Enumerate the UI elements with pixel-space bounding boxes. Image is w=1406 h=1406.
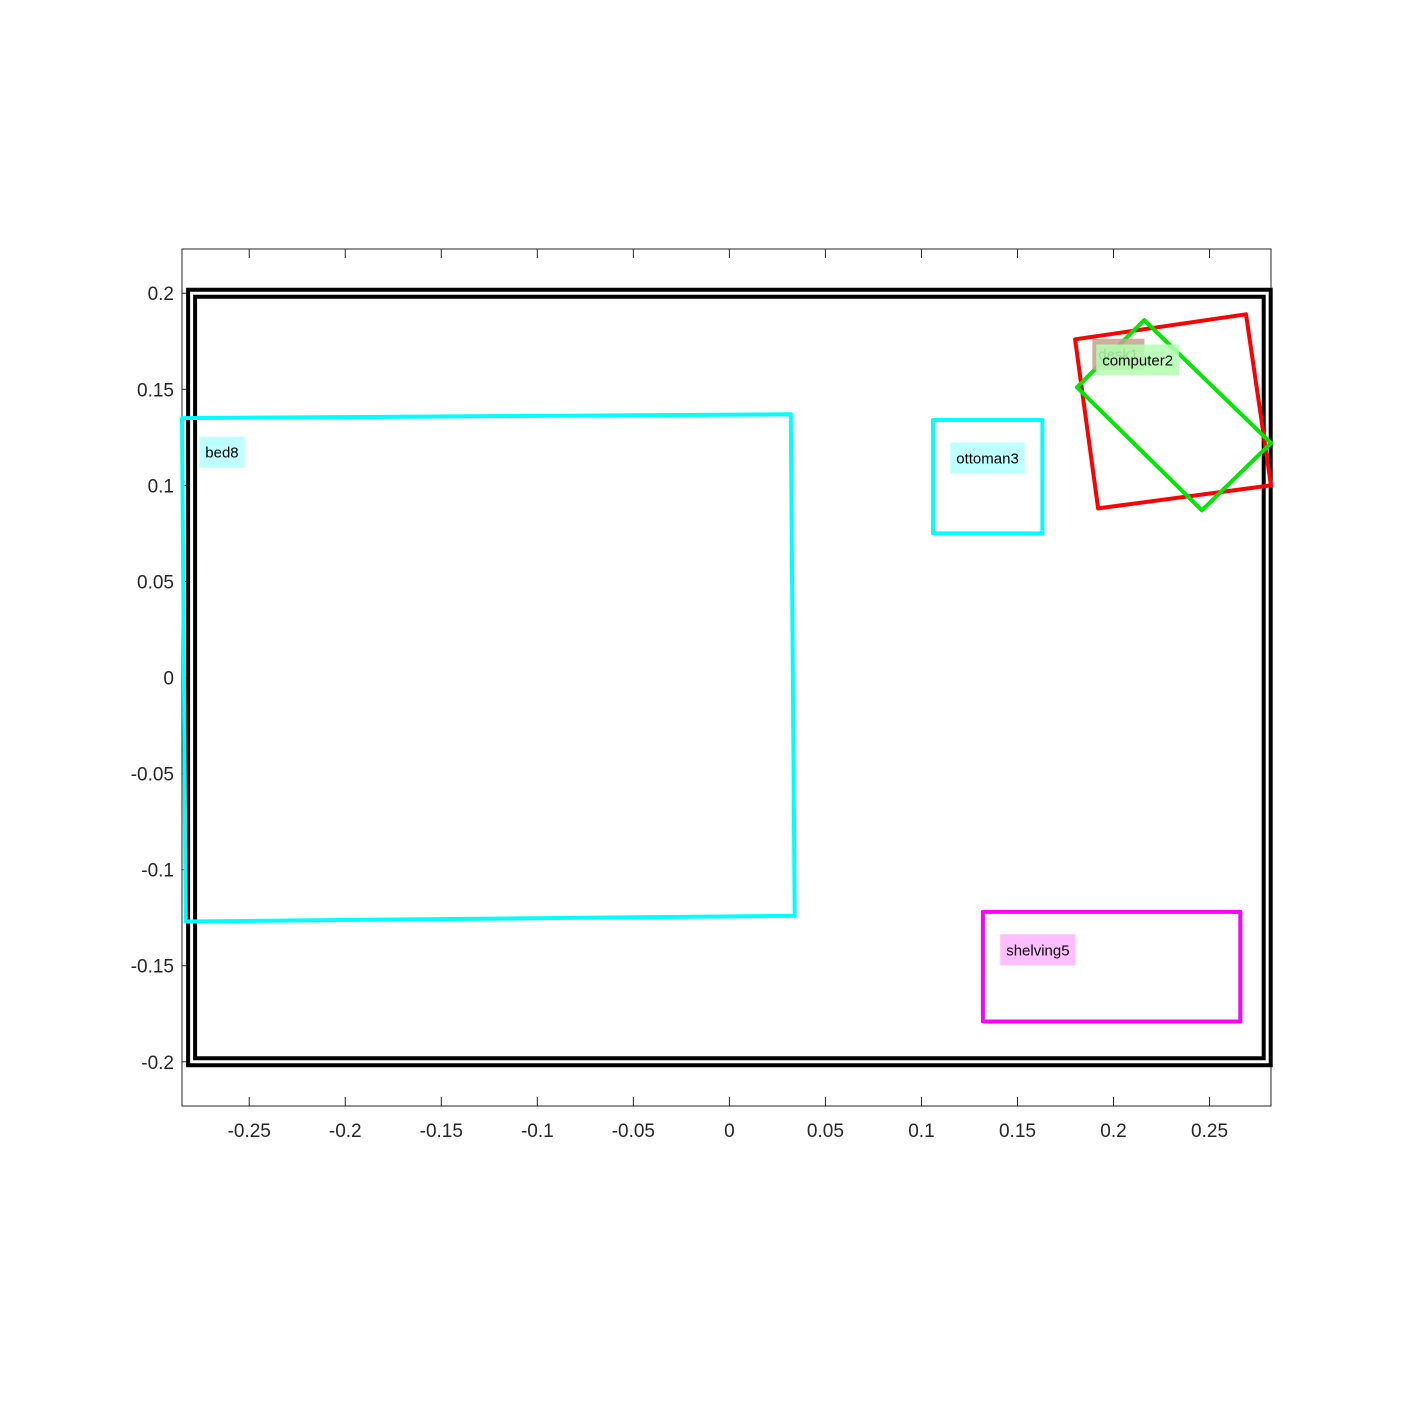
y-tick-label: -0.1: [141, 861, 174, 882]
x-tick-label: -0.15: [420, 1121, 463, 1142]
y-axis-ticks: 0.2 0.15 0.1 0.05 0 -0.05 -0.1 -0.15 -0.2: [131, 284, 1271, 1074]
x-tick-label: -0.05: [612, 1121, 655, 1142]
x-tick-label: -0.25: [228, 1121, 271, 1142]
x-tick-label: 0.1: [908, 1121, 934, 1142]
x-tick-label: -0.2: [329, 1121, 362, 1142]
y-tick-label: -0.2: [141, 1053, 174, 1074]
object-label-text: bed8: [205, 445, 238, 462]
y-tick-label: -0.15: [131, 957, 174, 978]
object-outline-shelving5: [980, 909, 1243, 1024]
object-label-background: [950, 442, 1025, 474]
y-tick-label: 0: [163, 669, 174, 690]
object-label-background: [199, 436, 245, 468]
object-label-text: shelving5: [1006, 942, 1069, 959]
object-label-background: [1000, 934, 1076, 966]
y-tick-label: -0.05: [131, 765, 174, 786]
x-axis-ticks: -0.25 -0.2 -0.15 -0.1 -0.05 0 0.05 0.1 0.15 0.2 0.…: [228, 249, 1228, 1142]
object-label-text: ottoman3: [956, 450, 1019, 467]
x-tick-label: 0.05: [807, 1121, 844, 1142]
object-outline-bed8: [180, 412, 797, 924]
x-tick-label: 0.25: [1191, 1121, 1228, 1142]
object-labels-layer: bed8ottoman3shelving5desk1computer2: [199, 338, 1180, 966]
x-tick-label: 0: [724, 1121, 735, 1142]
x-tick-label: 0.15: [999, 1121, 1036, 1142]
y-tick-label: 0.15: [137, 380, 174, 401]
object-label-bed8: bed8: [199, 436, 245, 468]
x-tick-label: 0.2: [1100, 1121, 1126, 1142]
y-tick-label: 0.2: [148, 284, 174, 305]
object-label-shelving5: shelving5: [1000, 934, 1076, 966]
room-outline-layer: [186, 287, 1273, 1068]
x-tick-label: -0.1: [521, 1121, 554, 1142]
object-outline-desk1: [1073, 312, 1273, 511]
object-label-text: computer2: [1102, 352, 1173, 369]
object-label-background: [1096, 344, 1180, 376]
object-label-computer2: computer2: [1096, 344, 1180, 376]
room-outline-inner-gap: [190, 291, 1269, 1064]
object-label-ottoman3: ottoman3: [950, 442, 1025, 474]
objects-layer: [180, 312, 1273, 1024]
object-outline-ottoman3: [931, 418, 1045, 536]
y-tick-label: 0.1: [148, 476, 174, 497]
y-tick-label: 0.05: [137, 572, 174, 593]
